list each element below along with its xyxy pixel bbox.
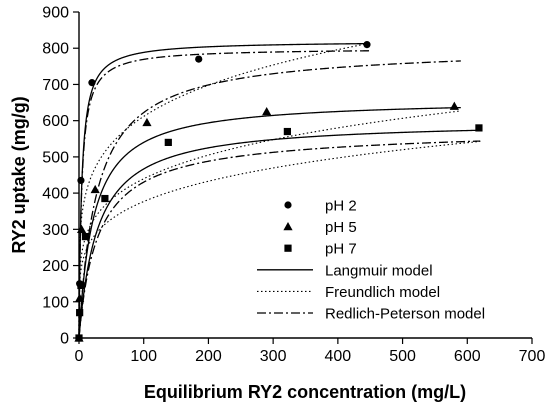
data-point-ph7 [164,138,172,146]
x-tick-label: 200 [195,348,222,365]
data-point-ph7 [101,194,109,203]
data-point-ph2 [195,55,203,63]
x-tick-label: 400 [325,348,352,365]
data-point-ph2 [363,41,371,49]
model-curve-langmuir-model-ph5 [78,106,461,339]
y-tick-label: 500 [42,149,69,166]
model-curve-freundlich-model-ph2 [78,42,371,338]
x-axis-ticks: 0 100 200 300 400 500 600 700 [75,338,546,365]
legend-label-ph-2: pH 2 [325,198,357,215]
y-tick-label: 600 [42,113,69,130]
model-curve-langmuir-model-ph7 [78,129,481,339]
x-tick-label: 0 [75,348,84,365]
data-point-ph7 [81,232,90,241]
x-tick-label: 600 [454,348,481,365]
data-point-ph5 [90,184,100,194]
y-tick-label: 800 [42,41,69,58]
data-point-ph5 [449,101,459,110]
y-tick-label: 200 [42,258,69,275]
x-tick-label: 700 [519,348,546,365]
data-point-ph5 [142,117,152,127]
data-point-ph7 [283,127,291,136]
legend: pH 2 pH 5 pH 7 Langmuir model Freundlich mod… [257,198,485,323]
x-tick-label: 100 [130,348,157,365]
data-point-ph7 [77,281,85,290]
model-curve-redlich-peterson-model-ph2 [78,50,371,338]
model-curve-freundlich-model-ph5 [78,110,461,338]
y-tick-label: 900 [42,5,69,22]
y-tick-label: 0 [60,331,69,348]
legend-marker-ph-7 [284,244,292,252]
legend-marker-ph-2 [284,201,292,209]
x-tick-label: 500 [389,348,416,365]
legend-label-ph-7: pH 7 [325,241,357,258]
data-point-ph2 [88,79,96,87]
y-tick-label: 300 [42,222,69,239]
x-axis-title: Equilibrium RY2 concentration (mg/L) [144,382,466,402]
legend-label-freundlich-model: Freundlich model [325,284,440,301]
legend-marker-ph-5 [283,222,293,231]
legend-label-langmuir-model: Langmuir model [325,262,433,279]
y-axis-ticks: 0 100 200 300 400 500 600 700 800 900 [42,5,79,348]
data-point-ph7 [475,124,483,132]
data-point-ph5 [262,107,272,116]
model-curve-redlich-peterson-model-ph5 [78,60,461,339]
x-tick-label: 300 [260,348,287,365]
y-axis-title: RY2 uptake (mg/g) [9,96,29,253]
y-tick-label: 100 [42,294,69,311]
legend-label-ph-5: pH 5 [325,219,357,236]
y-tick-label: 400 [42,186,69,203]
legend-label-redlich-peterson-model: Redlich-Peterson model [325,306,485,323]
y-tick-label: 700 [42,77,69,94]
model-curve-langmuir-model-ph2 [78,42,371,338]
model-curves [78,42,481,339]
